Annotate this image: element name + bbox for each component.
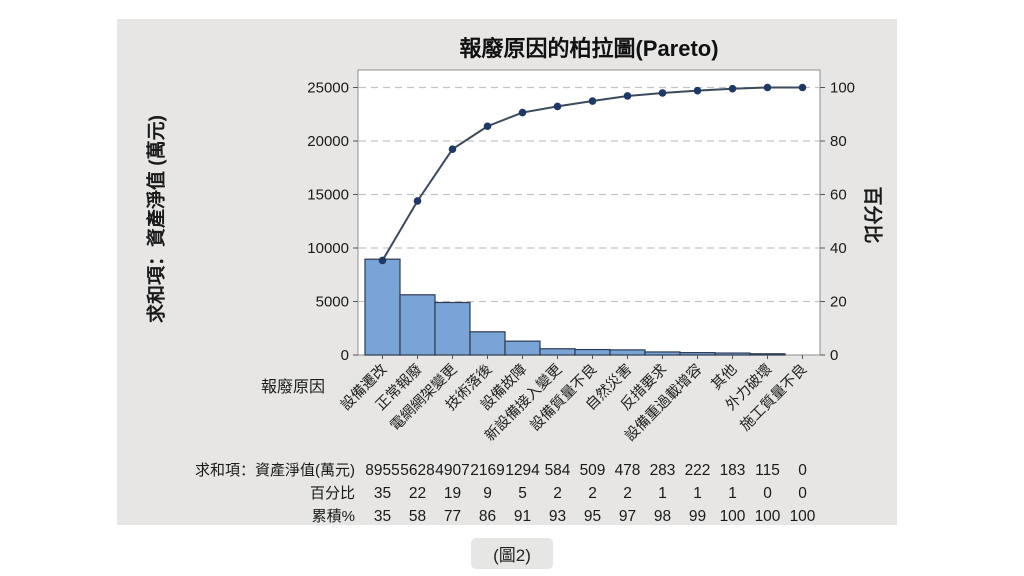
- figure-caption: (圖2): [471, 538, 553, 569]
- table-cell-value: 0: [763, 485, 772, 502]
- left-axis-tick-label: 15000: [307, 187, 349, 204]
- cumulative-marker: [798, 83, 807, 92]
- right-axis-tick-label: 40: [830, 240, 847, 257]
- cumulative-marker: [483, 122, 492, 131]
- table-cell-value: 5: [518, 485, 527, 502]
- table-cell-value: 99: [689, 508, 706, 525]
- table-cell-value: 35: [374, 508, 391, 525]
- bar: [574, 348, 611, 356]
- cumulative-marker: [518, 108, 527, 117]
- bar: [399, 294, 436, 356]
- table-cell-value: 1: [728, 485, 737, 502]
- table-cell-value: 584: [545, 462, 571, 479]
- table-cell-value: 1: [693, 485, 702, 502]
- table-cell-value: 9: [483, 485, 492, 502]
- table-cell-value: 95: [584, 508, 601, 525]
- chart-title: 報廢原因的柏拉圖(Pareto): [459, 36, 719, 61]
- table-cell-value: 93: [549, 508, 566, 525]
- left-axis-tick-label: 25000: [307, 80, 349, 97]
- bar: [469, 331, 506, 356]
- table-cell-value: 0: [798, 485, 807, 502]
- cumulative-marker: [588, 97, 597, 105]
- table-cell-value: 5628: [400, 462, 434, 479]
- table-cell-value: 2: [623, 485, 632, 502]
- table-cell-value: 2: [553, 485, 562, 502]
- table-cell-value: 77: [444, 508, 461, 525]
- cumulative-marker: [553, 102, 562, 111]
- bar: [504, 340, 541, 356]
- table-cell-value: 4907: [435, 462, 469, 479]
- pareto-svg: 0500010000150002000025000020406080100設備遷…: [195, 69, 855, 525]
- pareto-chart-panel: 報廢原因的柏拉圖(Pareto) 求和項：資產淨值 (萬元) 百分比 0 5000…: [117, 19, 897, 525]
- table-cell-value: 100: [790, 508, 816, 525]
- cumulative-marker: [378, 256, 387, 265]
- table-cell-value: 183: [720, 462, 746, 479]
- right-axis-tick-label: 80: [830, 133, 847, 150]
- left-axis-tick-label: 5000: [316, 294, 349, 311]
- right-axis-tick-label: 20: [830, 294, 847, 311]
- table-cell-value: 35: [374, 485, 391, 502]
- table-cell-value: 509: [580, 462, 606, 479]
- table-cell-value: 22: [409, 485, 426, 502]
- table-cell-value: 478: [615, 462, 641, 479]
- x-axis-category-label: 其他: [708, 361, 741, 394]
- bar: [364, 258, 401, 356]
- table-cell-value: 2169: [470, 462, 504, 479]
- table-cell-value: 283: [650, 462, 676, 479]
- right-axis-tick-label: 60: [830, 187, 847, 204]
- table-cell-value: 8955: [365, 462, 399, 479]
- bar: [539, 348, 576, 356]
- cumulative-marker: [763, 83, 772, 92]
- bar: [749, 353, 786, 356]
- table-cell-value: 100: [720, 508, 746, 525]
- table-row-label: 累積%: [312, 508, 355, 525]
- bar: [714, 352, 751, 356]
- cumulative-marker: [623, 92, 632, 100]
- table-cell-value: 1: [658, 485, 667, 502]
- left-axis-tick-label: 10000: [307, 240, 349, 257]
- cumulative-marker: [448, 145, 457, 153]
- left-axis-tick-label: 20000: [307, 133, 349, 150]
- right-axis-tick-label: 0: [830, 347, 838, 364]
- cumulative-marker: [413, 197, 422, 205]
- table-row-label: 百分比: [310, 485, 355, 502]
- table-cell-value: 58: [409, 508, 426, 525]
- table-cell-value: 222: [685, 462, 711, 479]
- table-cell-value: 91: [514, 508, 531, 525]
- bar: [644, 351, 681, 356]
- table-cell-value: 0: [798, 462, 807, 479]
- table-cell-value: 115: [755, 462, 780, 479]
- cumulative-marker: [658, 89, 667, 97]
- table-cell-value: 98: [654, 508, 671, 525]
- x-axis-name: 報廢原因: [261, 377, 325, 396]
- table-cell-value: 19: [444, 485, 461, 502]
- bar: [434, 301, 471, 356]
- left-axis-tick-label: 0: [341, 347, 349, 364]
- table-cell-value: 97: [619, 508, 636, 525]
- table-cell-value: 100: [755, 508, 781, 525]
- table-row-label: 求和項：資產淨值(萬元): [195, 462, 355, 479]
- bar: [609, 349, 646, 356]
- table-cell-value: 2: [588, 485, 597, 502]
- cumulative-marker: [728, 84, 737, 93]
- right-axis-tick-label: 100: [830, 80, 855, 97]
- cumulative-marker: [693, 86, 702, 95]
- bar: [679, 352, 716, 356]
- table-cell-value: 86: [479, 508, 496, 525]
- table-cell-value: 1294: [505, 462, 540, 479]
